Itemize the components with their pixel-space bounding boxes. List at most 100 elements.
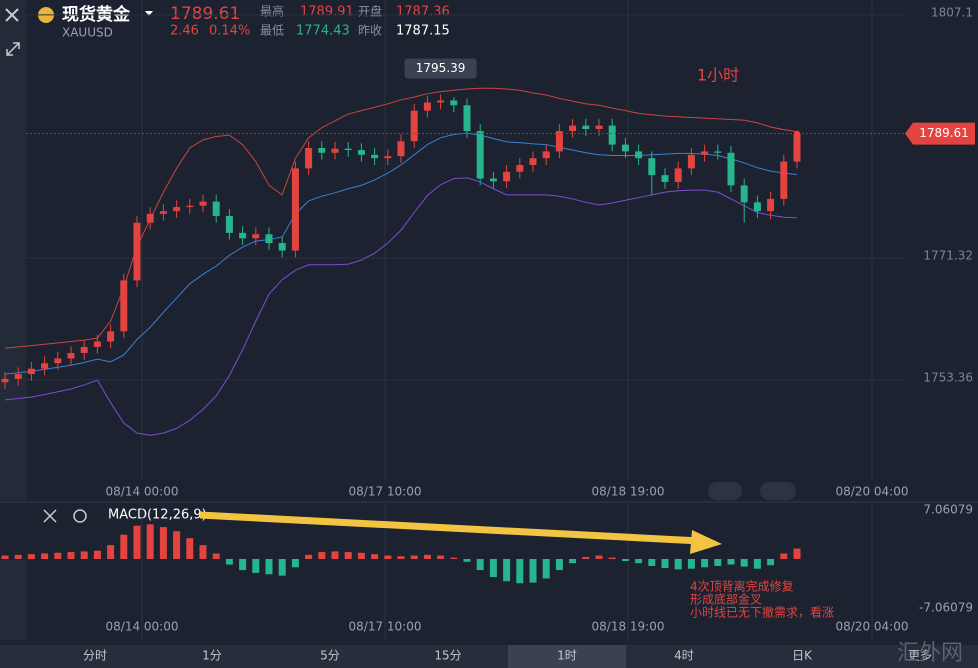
macd-bar	[753, 559, 761, 569]
tab[interactable]: 日K	[792, 649, 813, 663]
toolbar	[0, 560, 26, 640]
macd-bar	[384, 555, 392, 559]
candle-body	[635, 151, 643, 159]
macd-bar	[489, 559, 497, 578]
macd-bar	[41, 553, 49, 559]
arrow	[199, 511, 701, 545]
macd-bar	[767, 559, 775, 566]
candle-body	[199, 201, 207, 206]
tab[interactable]: 1分	[202, 649, 222, 663]
candle-body	[225, 215, 233, 233]
macd-bar	[621, 559, 629, 562]
candle-body	[239, 232, 247, 239]
candle-body	[410, 110, 418, 142]
tab[interactable]: 更多	[908, 649, 932, 663]
label: 最低	[260, 24, 284, 38]
candle-body	[107, 331, 115, 342]
candle-body	[305, 148, 313, 169]
macd-bar	[27, 554, 35, 559]
change-pct: 0.14%	[209, 24, 250, 39]
macd-bar	[278, 559, 286, 576]
macd-bar	[582, 556, 590, 559]
bollinger-line	[4, 132, 798, 375]
macd-bar	[635, 559, 643, 564]
price-tag-label: 1789.61	[919, 126, 969, 140]
macd-bar	[569, 559, 577, 564]
candle-body	[371, 154, 379, 159]
candle-body	[767, 198, 775, 212]
expand-icon[interactable]	[6, 42, 20, 56]
candle-body	[793, 133, 801, 162]
macd-bar	[371, 554, 379, 559]
tab[interactable]: 分时	[83, 649, 107, 663]
candle-body	[714, 151, 722, 153]
macd-bar	[476, 559, 484, 571]
tab[interactable]: 4时	[674, 649, 694, 663]
macd-bar	[727, 559, 735, 565]
tab[interactable]: 15分	[434, 649, 461, 663]
macd-bar	[595, 555, 603, 559]
annotation: 小时线已无下撤需求，看涨	[690, 605, 834, 620]
candle-body	[555, 131, 563, 152]
candle-body	[212, 201, 220, 216]
candle-body	[621, 144, 629, 152]
macd-bar	[397, 556, 405, 559]
candle-body	[80, 346, 88, 354]
settings-icon[interactable]	[73, 509, 87, 523]
candle-body	[265, 234, 273, 244]
y-tick-label: -7.06079	[919, 601, 973, 615]
macd-bar	[344, 552, 352, 559]
scroll-dots[interactable]	[708, 482, 742, 500]
candle-body	[54, 358, 62, 364]
max-tag-label: 1795.39	[416, 61, 466, 75]
close-indicator[interactable]	[43, 509, 57, 523]
dropdown-arrow[interactable]	[145, 11, 153, 16]
x-tick-label: 08/14 00:00	[106, 620, 179, 634]
candle-body	[674, 168, 682, 182]
last-point	[794, 130, 800, 137]
candle-body	[120, 280, 128, 332]
candle-body	[476, 131, 484, 179]
macd-bar	[503, 559, 511, 582]
arrow-head	[690, 530, 722, 554]
candle-body	[159, 211, 167, 214]
x-tick-label: 08/17 10:00	[349, 485, 422, 499]
macd-bar	[14, 554, 22, 559]
value: 1789.91	[300, 5, 354, 20]
x-tick-label: 08/17 10:00	[349, 620, 422, 634]
max-tag	[404, 58, 477, 79]
candle-body	[41, 363, 49, 369]
close-icon[interactable]	[5, 8, 19, 22]
tab[interactable]: 1时	[557, 649, 577, 663]
macd-bar	[265, 559, 273, 575]
bollinger-line	[4, 177, 798, 436]
indicator-title: MACD(12,26,9)	[108, 508, 207, 523]
candle-body	[1, 378, 9, 383]
macd-bar	[516, 559, 524, 584]
candle-body	[437, 100, 445, 103]
macd-bar	[555, 559, 563, 571]
candle-body	[186, 205, 194, 208]
candle-body	[67, 353, 75, 359]
candle-body	[450, 100, 458, 106]
macd-bar	[529, 559, 537, 583]
macd-bar	[410, 555, 418, 559]
macd-bar	[120, 534, 128, 559]
macd-bar	[331, 551, 339, 559]
tab[interactable]: 5分	[320, 649, 340, 663]
macd-bar	[357, 552, 365, 559]
macd-bar	[212, 553, 220, 559]
candle-body	[608, 125, 616, 145]
macd-bar	[1, 555, 9, 559]
candle-body	[133, 222, 141, 281]
candle-body	[146, 213, 154, 223]
macd-bar	[701, 559, 709, 568]
candle-body	[489, 178, 497, 182]
macd-bar	[714, 559, 722, 566]
scroll-dots[interactable]	[760, 482, 796, 500]
candle-body	[780, 161, 788, 199]
macd-bar	[225, 559, 233, 565]
price: 1789.61	[170, 4, 240, 24]
